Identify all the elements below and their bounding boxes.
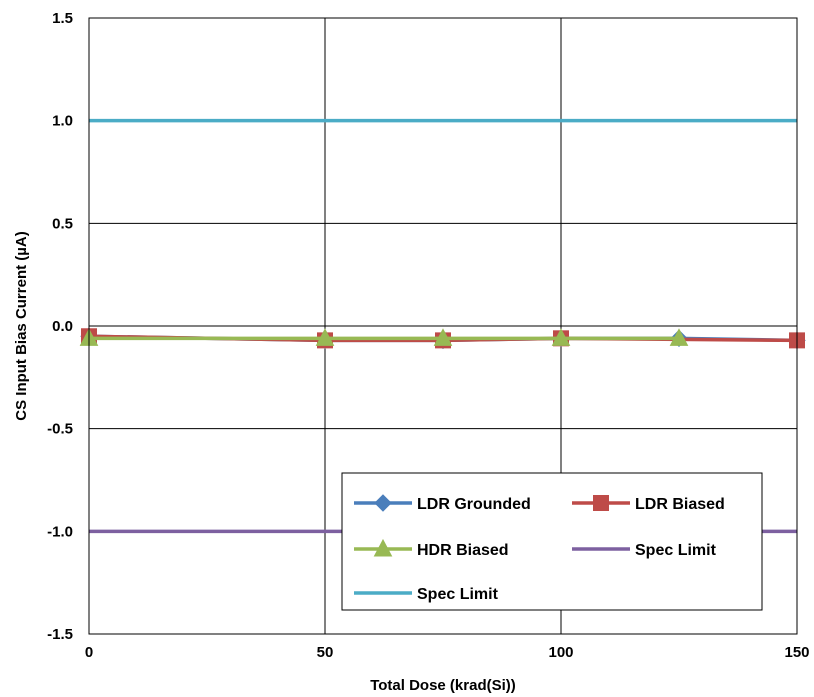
legend-item: HDR Biased [354,538,509,559]
data-point [669,328,689,346]
y-tick-label: -0.5 [47,421,73,438]
legend-item: Spec Limit [354,586,499,603]
y-tick-label: -1.5 [47,626,73,643]
x-tick-label: 150 [784,644,809,661]
series-3 [79,328,689,346]
x-axis-title: Total Dose (krad(Si)) [370,677,516,694]
legend-marker [374,494,392,512]
y-tick-labels: 1.5 1.0 0.5 0.0 -0.5 -1.0 -1.5 [47,10,73,643]
y-tick-label: 1.5 [52,10,73,27]
legend-label: Spec Limit [635,542,717,559]
x-tick-label: 100 [548,644,573,661]
data-point [315,328,335,346]
y-tick-label: -1.0 [47,523,73,540]
legend: LDR Grounded LDR Biased HDR Biased Spec Lim… [341,472,763,611]
x-tick-label: 0 [85,644,93,661]
y-axis-title: CS Input Bias Current (µA) [13,231,30,420]
plot-border [88,17,798,635]
legend-marker [593,495,609,511]
legend-label: LDR Biased [635,496,725,513]
legend-box [341,472,763,611]
data-point [551,328,571,346]
y-tick-label: 1.0 [52,113,73,130]
legend-item: Spec Limit [572,542,717,559]
legend-marker [373,538,393,557]
legend-item: LDR Biased [572,495,725,513]
legend-label: Spec Limit [417,586,499,603]
y-tick-label: 0.5 [52,215,73,232]
x-tick-labels: 0 50 100 150 [85,644,810,661]
data-point [433,328,453,346]
y-tick-label: 0.0 [52,318,73,335]
legend-label: LDR Grounded [417,496,531,513]
legend-label: HDR Biased [417,542,509,559]
legend-item: LDR Grounded [354,494,531,513]
x-tick-label: 50 [317,644,334,661]
